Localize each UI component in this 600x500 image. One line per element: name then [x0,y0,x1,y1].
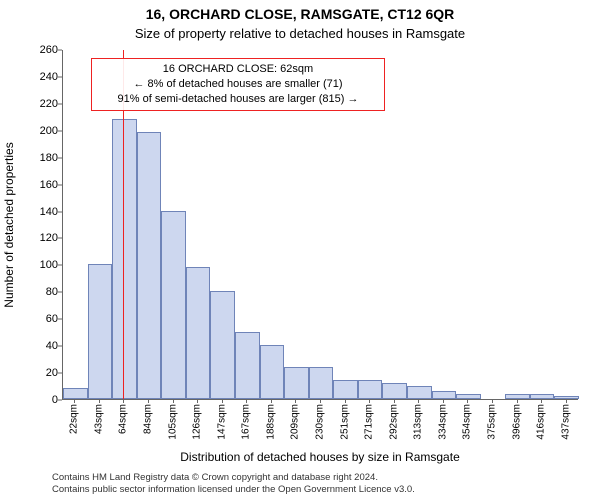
histogram-bar [382,383,407,399]
y-tick-label: 60 [0,313,58,325]
y-tick-label: 140 [0,206,58,218]
histogram-bar [88,264,113,399]
histogram-bar [309,367,334,399]
x-tick-label: 334sqm [437,404,448,440]
histogram-bar [235,332,260,399]
chart-subtitle: Size of property relative to detached ho… [0,26,600,41]
histogram-bar [284,367,309,399]
histogram-bar [456,394,481,399]
histogram-bar [137,132,162,399]
x-tick-label: 354sqm [462,404,473,440]
y-tick-label: 120 [0,232,58,244]
y-tick-label: 80 [0,286,58,298]
y-tick-label: 20 [0,367,58,379]
x-axis-label: Distribution of detached houses by size … [62,450,578,464]
x-tick-label: 64sqm [118,404,129,434]
x-tick-label: 126sqm [192,404,203,440]
y-tick-label: 200 [0,125,58,137]
x-tick-label: 43sqm [93,404,104,434]
x-tick-label: 22sqm [69,404,80,434]
x-tick-label: 167sqm [241,404,252,440]
footer-line2: Contains public sector information licen… [52,484,415,496]
x-tick-label: 271sqm [364,404,375,440]
footer-line1: Contains HM Land Registry data © Crown c… [52,472,415,484]
histogram-bar [210,291,235,399]
plot-area: 16 ORCHARD CLOSE: 62sqm ← 8% of detached… [62,50,578,400]
x-tick-label: 437sqm [560,404,571,440]
histogram-bar [186,267,211,399]
histogram-bar [505,394,530,399]
annotation-line1: 16 ORCHARD CLOSE: 62sqm [98,62,378,77]
histogram-bar [333,380,358,399]
histogram-bar [554,396,579,399]
y-tick-label: 0 [0,394,58,406]
x-tick-label: 396sqm [511,404,522,440]
x-tick-label: 105sqm [167,404,178,440]
y-tick-label: 240 [0,71,58,83]
y-tick-label: 100 [0,259,58,271]
y-tick-label: 180 [0,152,58,164]
x-tick-label: 251sqm [339,404,350,440]
y-tick-label: 220 [0,98,58,110]
chart-title-address: 16, ORCHARD CLOSE, RAMSGATE, CT12 6QR [0,6,600,22]
chart-container: 16, ORCHARD CLOSE, RAMSGATE, CT12 6QR Si… [0,0,600,500]
annotation-line3: 91% of semi-detached houses are larger (… [98,92,378,107]
annotation-line2: ← 8% of detached houses are smaller (71) [98,77,378,92]
y-tick-label: 260 [0,44,58,56]
x-tick-label: 416sqm [536,404,547,440]
x-tick-label: 292sqm [388,404,399,440]
x-tick-label: 188sqm [265,404,276,440]
y-tick-label: 160 [0,179,58,191]
histogram-bar [161,211,186,399]
x-tick-label: 147sqm [216,404,227,440]
annotation-box: 16 ORCHARD CLOSE: 62sqm ← 8% of detached… [91,58,385,111]
histogram-bar [260,345,285,399]
y-tick-label: 40 [0,340,58,352]
footer-attribution: Contains HM Land Registry data © Crown c… [52,472,415,496]
x-tick-label: 375sqm [487,404,498,440]
x-tick-label: 313sqm [413,404,424,440]
histogram-bar [112,119,137,399]
histogram-bar [358,380,383,399]
histogram-bar [63,388,88,399]
x-tick-label: 84sqm [143,404,154,434]
x-tick-label: 230sqm [315,404,326,440]
histogram-bar [407,386,432,399]
histogram-bar [432,391,457,399]
x-tick-label: 209sqm [290,404,301,440]
